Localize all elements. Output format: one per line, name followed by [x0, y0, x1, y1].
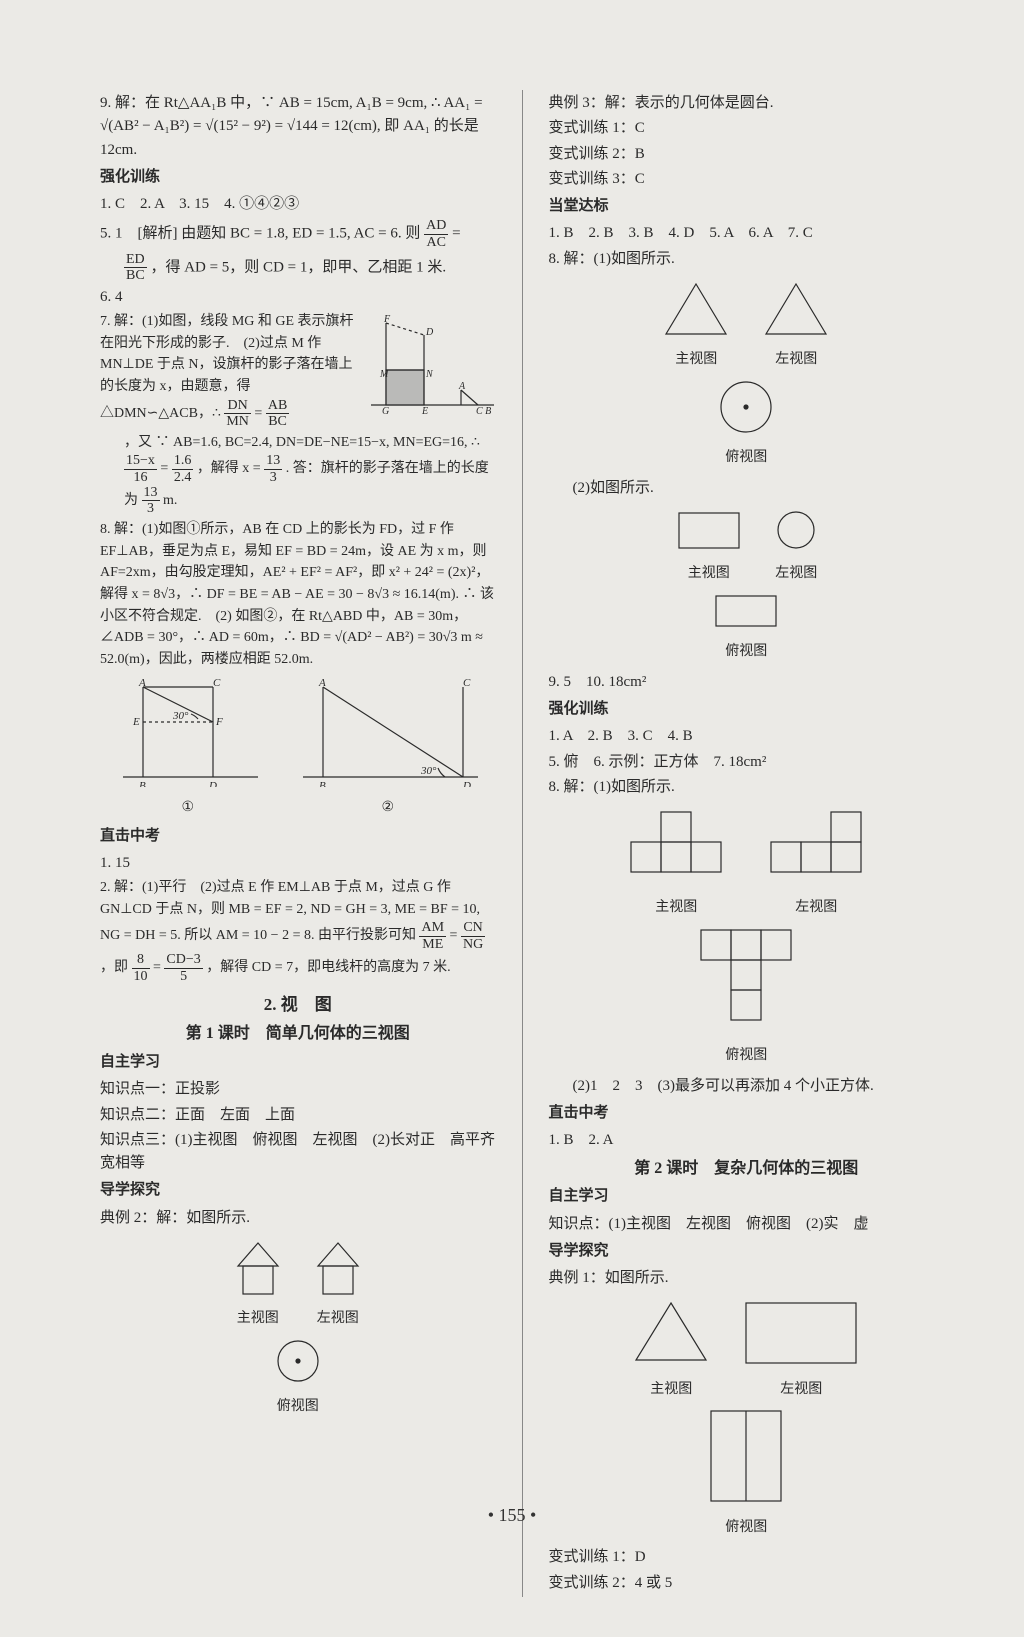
svg-text:C B: C B: [476, 406, 491, 415]
section-zhiji: 直击中考: [100, 825, 496, 848]
title-2: 2. 视 图: [100, 992, 496, 1018]
qh-row1: 1. C 2. A 3. 15 4. ①④②③: [100, 193, 496, 216]
svg-text:F: F: [215, 716, 223, 728]
svg-text:E: E: [421, 406, 428, 415]
svg-text:D: D: [208, 780, 217, 787]
rect-left-icon: [741, 1298, 861, 1368]
page-number: • 155 •: [0, 1502, 1024, 1530]
fig-2: A C B D 30°: [293, 677, 483, 787]
right-column: 典例 3：解：表示的几何体是圆台. 变式训练 1：C 变式训练 2：B 变式训练…: [549, 90, 945, 1597]
q7-block: 7. 解：(1)如图，线段 MG 和 GE 表示旗杆在阳光下形成的影子. (2)…: [100, 311, 496, 430]
rect-main-icon: [674, 508, 744, 553]
left-column: 9. 解：在 Rt△AA₁B 中，∵ AB = 15cm, A₁B = 9cm,…: [100, 90, 496, 1597]
tri-main-icon: [631, 1298, 711, 1368]
svg-text:D: D: [462, 780, 471, 787]
svg-text:B: B: [319, 780, 326, 787]
svg-text:C: C: [213, 677, 221, 689]
section-qianghua: 强化训练: [100, 166, 496, 189]
svg-text:30°: 30°: [172, 710, 189, 722]
fig-1: A C E F B D 30°: [113, 677, 263, 787]
blocks-main-icon: [621, 807, 731, 887]
lesson-2-title: 第 2 课时 复杂几何体的三视图: [549, 1157, 945, 1182]
circle-left-icon: [774, 508, 819, 553]
column-divider: [522, 90, 523, 1597]
lesson-1-title: 第 1 课时 简单几何体的三视图: [100, 1022, 496, 1047]
house-main-icon: [233, 1238, 283, 1298]
svg-text:A: A: [138, 677, 146, 689]
q7-figure: F D M N G E A C B: [366, 315, 496, 415]
svg-text:F: F: [383, 315, 391, 325]
blocks-left-icon: [761, 807, 871, 887]
svg-text:D: D: [425, 327, 434, 338]
dl2-views: 主视图 左视图 俯视图: [100, 1238, 496, 1418]
q6: 6. 4: [100, 286, 496, 309]
q8-figures: AC EF BD 30° ①: [100, 677, 496, 819]
q8: 8. 解：(1)如图①所示，AB 在 CD 上的影长为 FD，过 F 作 EF⊥…: [100, 519, 496, 671]
svg-text:G: G: [382, 406, 389, 415]
q5: 5. 1 [解析] 由题知 BC = 1.8, ED = 1.5, AC = 6…: [100, 218, 496, 250]
svg-text:M: M: [379, 369, 389, 380]
rect-line-top-icon: [706, 1406, 786, 1506]
triangle-main-icon: [661, 279, 731, 339]
svg-text:30°: 30°: [420, 765, 437, 777]
svg-text:E: E: [132, 716, 140, 728]
cone-views: 主视图 左视图 俯视图: [549, 279, 945, 469]
svg-text:N: N: [425, 369, 434, 380]
svg-text:A: A: [318, 677, 326, 689]
house-left-icon: [313, 1238, 363, 1298]
block-views: 主视图 左视图: [549, 807, 945, 1067]
cylinder-views: 主视图 左视图 俯视图: [549, 508, 945, 663]
svg-text:B: B: [139, 780, 146, 787]
circle-top-icon: [273, 1336, 323, 1386]
svg-text:C: C: [463, 677, 471, 689]
blocks-top-icon: [691, 925, 801, 1035]
circle-dot-top-icon: [716, 377, 776, 437]
triangle-left-icon: [761, 279, 831, 339]
svg-text:A: A: [458, 381, 466, 392]
q5a: 5. 1 [解析] 由题知 BC = 1.8, ED = 1.5, AC = 6…: [100, 226, 424, 242]
rect-top-icon: [711, 591, 781, 631]
q9: 9. 解：在 Rt△AA₁B 中，∵ AB = 15cm, A₁B = 9cm,…: [100, 92, 496, 162]
